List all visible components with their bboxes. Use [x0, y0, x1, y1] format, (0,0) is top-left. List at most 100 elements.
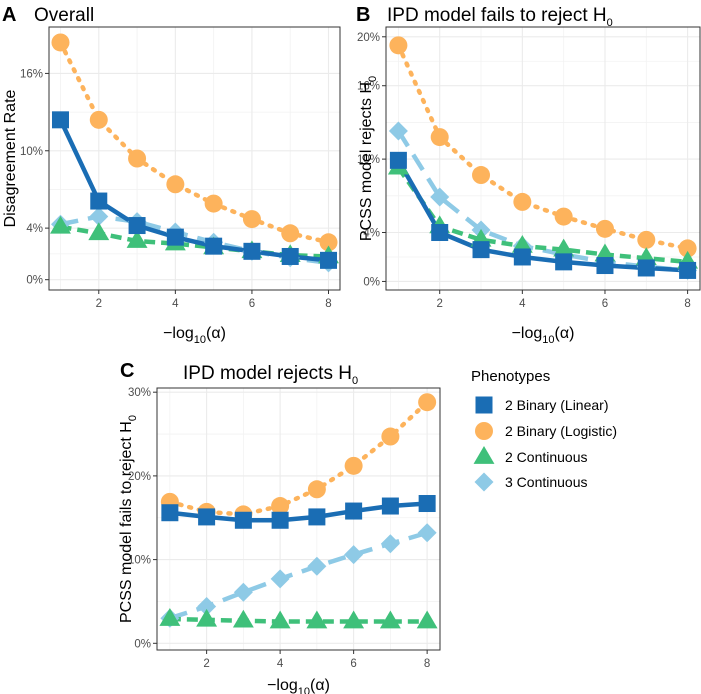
panel-a-xtick-label: 6 [249, 298, 255, 310]
panel-c-ytick-label: 10% [128, 555, 151, 567]
panel-b-xtick-label: 8 [684, 298, 690, 310]
panel-c-point-2-binary-logistic [271, 497, 290, 516]
panel-a-ylabel: Disagreement Rate [2, 89, 19, 227]
panel-b-point-2-binary-linear [555, 253, 573, 271]
panel-c-xlabel: −log10(α) [267, 677, 330, 694]
panel-b-xtick-label: 2 [437, 298, 443, 310]
panel-c-title: IPD model rejects H0 [183, 363, 358, 387]
panel-b-series-line-2-continuous [396, 166, 688, 265]
legend-label-logistic: 2 Binary (Logistic) [505, 423, 617, 439]
legend-key-2-binary-logistic [475, 422, 493, 440]
plot-c: 2 4 6 8 0% 10% 20% 30% −log10(α) PCSS model fails… [118, 387, 441, 694]
legend-label-3continuous: 3 Continuous [505, 474, 588, 490]
panel-a-xlabel-sub: 10 [194, 334, 206, 346]
panel-c-point-2-binary-linear [345, 502, 363, 520]
legend-key-2-binary-linear [475, 396, 493, 414]
panel-b-ytick-label: 20% [357, 32, 380, 44]
panel-b-point-2-continuous [594, 243, 616, 262]
panel-a-border [48, 26, 341, 291]
panel-a-point-2-binary-linear [128, 217, 146, 235]
panel-b-point-2-binary-logistic [513, 192, 532, 211]
panel-c-point-2-continuous [343, 610, 365, 629]
panel-b-point-2-binary-linear [431, 224, 449, 242]
panel-a-ytick-label: 10% [20, 146, 43, 158]
legend-key-3-continuous [474, 472, 494, 492]
panel-b-point-2-binary-logistic [389, 36, 408, 55]
panel-b-point-2-binary-logistic [430, 128, 449, 147]
panel-b-point-2-binary-logistic [678, 239, 697, 258]
panel-b-point-2-binary-logistic [637, 230, 656, 249]
panel-c-point-2-continuous [232, 609, 254, 628]
panel-b-xtick-label: 4 [519, 298, 526, 310]
panel-a-point-2-binary-logistic [204, 194, 223, 213]
panel-a: A Overall 2 4 6 8 0% 4% 10% 16% −log10(α) Disagre… [2, 4, 341, 346]
panel-b-xlabel-post: (α) [555, 325, 575, 342]
panel-c-xtick-label: 8 [424, 658, 430, 670]
panel-c-point-2-binary-logistic [381, 427, 400, 446]
panel-c-xlabel-pre: −log [267, 677, 298, 694]
panel-a-xtick-label: 8 [325, 298, 331, 310]
panel-a-point-2-binary-logistic [319, 233, 338, 252]
legend-keys [473, 396, 495, 492]
panel-a-ytick-label: 4% [26, 223, 43, 235]
panel-a-point-2-binary-logistic [128, 149, 147, 168]
panel-a-point-2-binary-logistic [51, 33, 70, 52]
panel-c-ylabel-sub: 0 [127, 415, 139, 421]
panel-b-point-2-binary-logistic [595, 219, 614, 238]
panel-c-title-main: IPD model rejects H [183, 363, 352, 384]
plot-b: 2 4 6 8 0% 4% 10% 16% 20% −log10(α) PCSS model rej… [357, 26, 701, 346]
panel-a-xlabel-post: (α) [206, 325, 226, 342]
panel-c-point-3-continuous [270, 569, 290, 589]
panel-b-ytick-label: 0% [363, 276, 380, 288]
panel-b-xlabel-pre: −log [512, 325, 543, 342]
panel-a-xtick-label: 2 [96, 298, 102, 310]
panel-c-point-2-continuous [159, 608, 181, 626]
panel-a-point-3-continuous [89, 207, 109, 227]
panel-a-point-2-continuous [50, 215, 71, 234]
panel-a-point-2-continuous [88, 222, 110, 241]
panel-c-point-2-continuous [306, 610, 328, 629]
panel-a-point-2-binary-logistic [242, 210, 261, 229]
panel-c-point-3-continuous [417, 523, 437, 543]
panel-b-point-2-binary-linear [472, 241, 490, 259]
panel-c-point-2-continuous [416, 610, 438, 629]
panel-c-title-sub: 0 [352, 375, 358, 387]
legend-key-2-continuous [473, 446, 495, 464]
panel-b-point-2-binary-logistic [554, 207, 573, 226]
panel-c-ylabel-pre: PCSS model fails to reject H [118, 421, 135, 623]
panel-a-title: Overall [34, 5, 94, 26]
panel-b-point-2-binary-logistic [472, 166, 491, 185]
panel-c-xlabel-sub: 10 [298, 686, 310, 694]
panel-a-ytick-label: 0% [26, 275, 43, 287]
panel-a-ylabel-pre: Disagreement Rate [2, 89, 19, 227]
panel-c-ytick-label: 20% [128, 471, 151, 483]
panel-c-point-3-continuous [233, 582, 253, 602]
panel-c-point-2-binary-logistic [418, 393, 437, 412]
panel-letter-a: A [2, 4, 16, 26]
panel-b-xlabel-sub: 10 [542, 334, 554, 346]
legend: Phenotypes 2 Binary (Linear) 2 Binary (L… [471, 368, 617, 492]
panel-a-xtick-label: 4 [172, 298, 179, 310]
panel-c-xtick-label: 6 [350, 658, 356, 670]
panel-c-point-3-continuous [380, 534, 400, 554]
panel-a-background [49, 27, 340, 290]
panel-c-point-2-binary-linear [234, 511, 252, 529]
panel-c-ytick-label: 0% [134, 638, 151, 650]
panel-letter-b: B [356, 4, 370, 26]
panel-letter-c: C [120, 360, 134, 382]
panel-a-xlabel-pre: −log [163, 325, 194, 342]
panel-a-series-line-2-binary-logistic [58, 40, 331, 245]
panel-c-point-2-continuous [196, 608, 218, 627]
panel-b-point-2-continuous [511, 234, 533, 253]
panel-c-border [156, 387, 441, 651]
panel-c-point-2-binary-linear [381, 497, 399, 515]
panel-c-point-3-continuous [307, 556, 327, 576]
panel-a-point-2-binary-linear [205, 237, 223, 255]
panel-c-xlabel-post: (α) [310, 677, 330, 694]
panel-c-ylabel: PCSS model fails to reject H0 [118, 415, 139, 623]
panel-a-point-2-binary-linear [166, 228, 184, 246]
panel-c-point-2-binary-linear [271, 511, 289, 529]
panel-a-point-2-binary-logistic [89, 110, 108, 129]
panel-c-point-2-binary-linear [418, 495, 436, 513]
